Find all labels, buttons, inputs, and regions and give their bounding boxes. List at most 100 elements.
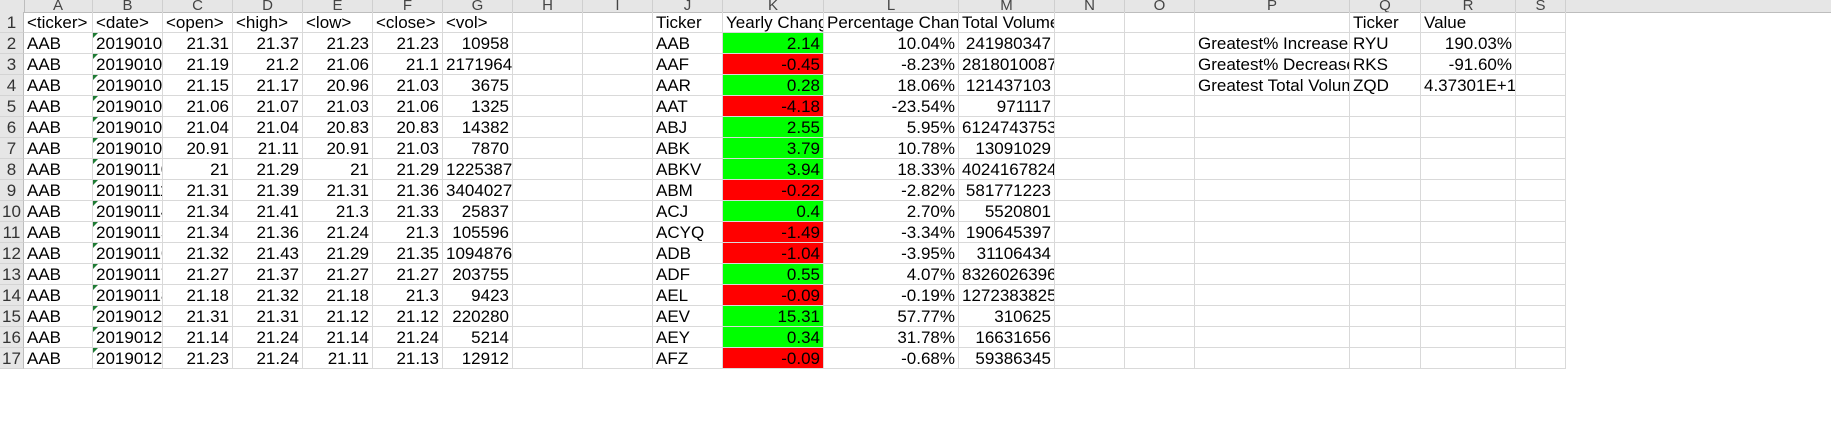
cell-g10[interactable]: 25837 [443, 201, 513, 222]
cell-o4[interactable] [1125, 75, 1195, 96]
cell-a5[interactable]: AAB [24, 96, 93, 117]
cell-i17[interactable] [583, 348, 653, 369]
cell-m6[interactable]: 6124743753 [959, 117, 1055, 138]
column-header-a[interactable]: A [24, 0, 93, 12]
cell-m8[interactable]: 4024167824 [959, 159, 1055, 180]
cell-b1[interactable]: <date> [93, 12, 163, 33]
row-header-9[interactable]: 9 [0, 180, 24, 201]
cell-s16[interactable] [1516, 327, 1566, 348]
cell-m15[interactable]: 310625 [959, 306, 1055, 327]
cell-i6[interactable] [583, 117, 653, 138]
cell-d10[interactable]: 21.41 [233, 201, 303, 222]
cell-i13[interactable] [583, 264, 653, 285]
cell-m4[interactable]: 121437103 [959, 75, 1055, 96]
cell-m10[interactable]: 5520801 [959, 201, 1055, 222]
cell-f13[interactable]: 21.27 [373, 264, 443, 285]
cell-s15[interactable] [1516, 306, 1566, 327]
cell-b4[interactable]: 20190104 [93, 75, 163, 96]
row-header-7[interactable]: 7 [0, 138, 24, 159]
column-header-l[interactable]: L [824, 0, 959, 12]
cell-q11[interactable] [1350, 222, 1421, 243]
cell-p9[interactable] [1195, 180, 1350, 201]
cell-d17[interactable]: 21.24 [233, 348, 303, 369]
cell-i9[interactable] [583, 180, 653, 201]
cell-d6[interactable]: 21.04 [233, 117, 303, 138]
cell-j4[interactable]: AAR [653, 75, 723, 96]
cell-g14[interactable]: 9423 [443, 285, 513, 306]
cell-l7[interactable]: 10.78% [824, 138, 959, 159]
cell-d12[interactable]: 21.43 [233, 243, 303, 264]
cell-a13[interactable]: AAB [24, 264, 93, 285]
cell-o13[interactable] [1125, 264, 1195, 285]
cell-i2[interactable] [583, 33, 653, 54]
cell-e16[interactable]: 21.14 [303, 327, 373, 348]
cell-h4[interactable] [513, 75, 583, 96]
cell-f6[interactable]: 20.83 [373, 117, 443, 138]
cell-o1[interactable] [1125, 12, 1195, 33]
cell-o12[interactable] [1125, 243, 1195, 264]
cell-c7[interactable]: 20.91 [163, 138, 233, 159]
cell-j1[interactable]: Ticker [653, 12, 723, 33]
cell-m12[interactable]: 31106434 [959, 243, 1055, 264]
cell-c3[interactable]: 21.19 [163, 54, 233, 75]
cell-l16[interactable]: 31.78% [824, 327, 959, 348]
cell-b13[interactable]: 20190117 [93, 264, 163, 285]
column-header-k[interactable]: K [723, 0, 824, 12]
cell-k4[interactable]: 0.28 [723, 75, 824, 96]
cell-c9[interactable]: 21.31 [163, 180, 233, 201]
cell-k15[interactable]: 15.31 [723, 306, 824, 327]
cell-n6[interactable] [1055, 117, 1125, 138]
cell-k17[interactable]: -0.09 [723, 348, 824, 369]
cell-r6[interactable] [1421, 117, 1516, 138]
cell-n16[interactable] [1055, 327, 1125, 348]
column-header-i[interactable]: I [583, 0, 653, 12]
cell-s8[interactable] [1516, 159, 1566, 180]
cell-p6[interactable] [1195, 117, 1350, 138]
column-header-g[interactable]: G [443, 0, 513, 12]
cell-n7[interactable] [1055, 138, 1125, 159]
cell-c8[interactable]: 21 [163, 159, 233, 180]
cell-d3[interactable]: 21.2 [233, 54, 303, 75]
cell-h13[interactable] [513, 264, 583, 285]
cell-q1[interactable]: Ticker [1350, 12, 1421, 33]
cell-k1[interactable]: Yearly Change [723, 12, 824, 33]
cell-k16[interactable]: 0.34 [723, 327, 824, 348]
cell-h16[interactable] [513, 327, 583, 348]
cell-o2[interactable] [1125, 33, 1195, 54]
cell-g15[interactable]: 220280 [443, 306, 513, 327]
cell-p13[interactable] [1195, 264, 1350, 285]
cell-n13[interactable] [1055, 264, 1125, 285]
cell-f2[interactable]: 21.23 [373, 33, 443, 54]
cell-f14[interactable]: 21.3 [373, 285, 443, 306]
cell-m11[interactable]: 190645397 [959, 222, 1055, 243]
cell-p17[interactable] [1195, 348, 1350, 369]
cell-d13[interactable]: 21.37 [233, 264, 303, 285]
cell-d9[interactable]: 21.39 [233, 180, 303, 201]
cell-q2[interactable]: RYU [1350, 33, 1421, 54]
cell-c16[interactable]: 21.14 [163, 327, 233, 348]
row-header-17[interactable]: 17 [0, 348, 24, 369]
cell-p8[interactable] [1195, 159, 1350, 180]
column-header-m[interactable]: M [959, 0, 1055, 12]
cell-r4[interactable]: 4.37301E+12 [1421, 75, 1516, 96]
cell-j16[interactable]: AEY [653, 327, 723, 348]
cell-m3[interactable]: 2818010087 [959, 54, 1055, 75]
cell-j17[interactable]: AFZ [653, 348, 723, 369]
cell-s1[interactable] [1516, 12, 1566, 33]
column-header-c[interactable]: C [163, 0, 233, 12]
cell-o14[interactable] [1125, 285, 1195, 306]
cell-l9[interactable]: -2.82% [824, 180, 959, 201]
cell-f4[interactable]: 21.03 [373, 75, 443, 96]
cell-p3[interactable]: Greatest% Decrease [1195, 54, 1350, 75]
cell-q9[interactable] [1350, 180, 1421, 201]
cell-a15[interactable]: AAB [24, 306, 93, 327]
cell-a4[interactable]: AAB [24, 75, 93, 96]
cell-k3[interactable]: -0.45 [723, 54, 824, 75]
cell-g11[interactable]: 105596 [443, 222, 513, 243]
cell-l17[interactable]: -0.68% [824, 348, 959, 369]
cell-h17[interactable] [513, 348, 583, 369]
cell-i14[interactable] [583, 285, 653, 306]
cell-s3[interactable] [1516, 54, 1566, 75]
column-header-f[interactable]: F [373, 0, 443, 12]
cell-g9[interactable]: 3404027 [443, 180, 513, 201]
